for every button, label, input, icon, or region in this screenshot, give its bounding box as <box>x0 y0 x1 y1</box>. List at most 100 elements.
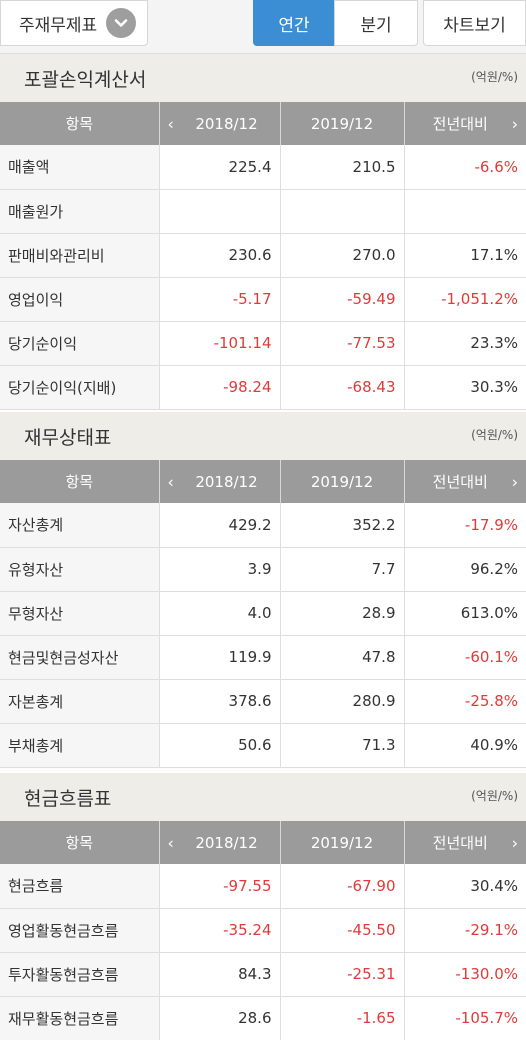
value-cell: 270.0 <box>280 233 405 278</box>
value-cell: 119.9 <box>159 635 281 680</box>
yoy-cell: 96.2% <box>404 547 526 592</box>
section-title: 재무상태표 <box>24 427 112 449</box>
value-cell <box>280 189 405 234</box>
row-label: 판매비와관리비 <box>0 233 160 278</box>
value-cell: -35.24 <box>159 908 281 953</box>
row-label: 무형자산 <box>0 591 160 636</box>
table-header-row: 항목 ‹ 2018/12 2019/12 전년대비 › <box>0 460 526 503</box>
value-cell: 230.6 <box>159 233 281 278</box>
table-row: 무형자산 4.0 28.9 613.0% <box>0 591 526 636</box>
yoy-cell: -105.7% <box>404 996 526 1040</box>
yoy-cell: -17.9% <box>404 503 526 548</box>
row-label: 유형자산 <box>0 547 160 592</box>
row-label: 매출원가 <box>0 189 160 234</box>
chevron-left-icon[interactable]: ‹ <box>167 472 174 491</box>
table-row: 영업이익 -5.17 -59.49 -1,051.2% <box>0 277 526 322</box>
value-cell: -97.55 <box>159 864 281 909</box>
yoy-cell: 23.3% <box>404 321 526 366</box>
value-cell: 28.9 <box>280 591 405 636</box>
yoy-cell: 30.4% <box>404 864 526 909</box>
value-cell: 84.3 <box>159 952 281 997</box>
col-header-item: 항목 <box>0 102 160 145</box>
table-row: 매출원가 <box>0 189 526 234</box>
chevron-left-icon[interactable]: ‹ <box>167 114 174 133</box>
col-header-item: 항목 <box>0 821 160 864</box>
row-label: 투자활동현금흐름 <box>0 952 160 997</box>
col-header-year1: ‹ 2018/12 <box>159 821 281 864</box>
yoy-cell: 30.3% <box>404 365 526 410</box>
unit-label: (억원/%) <box>471 789 518 803</box>
table-row: 투자활동현금흐름 84.3 -25.31 -130.0% <box>0 952 526 997</box>
col-header-yoy: 전년대비 › <box>404 821 526 864</box>
statement-type-label: 주재무제표 <box>19 15 98 36</box>
yoy-cell: -29.1% <box>404 908 526 953</box>
table-row: 현금흐름 -97.55 -67.90 30.4% <box>0 864 526 909</box>
col-header-item: 항목 <box>0 460 160 503</box>
yoy-cell: 613.0% <box>404 591 526 636</box>
value-cell <box>159 189 281 234</box>
value-cell: -98.24 <box>159 365 281 410</box>
table-header-row: 항목 ‹ 2018/12 2019/12 전년대비 › <box>0 821 526 864</box>
value-cell: 3.9 <box>159 547 281 592</box>
row-label: 당기순이익 <box>0 321 160 366</box>
statement-type-select[interactable]: 주재무제표 <box>0 0 148 46</box>
income-statement-table: 항목 ‹ 2018/12 2019/12 전년대비 › 매출액 225.4 210.5-… <box>0 102 526 410</box>
value-cell: -5.17 <box>159 277 281 322</box>
col-header-year2: 2019/12 <box>280 102 405 145</box>
table-row: 유형자산 3.9 7.7 96.2% <box>0 547 526 592</box>
tab-annual[interactable]: 연간 <box>253 0 335 46</box>
row-label: 현금및현금성자산 <box>0 635 160 680</box>
value-cell: 352.2 <box>280 503 405 548</box>
section-header: 포괄손익계산서 (억원/%) <box>0 54 526 102</box>
row-label: 영업활동현금흐름 <box>0 908 160 953</box>
chevron-left-icon[interactable]: ‹ <box>167 833 174 852</box>
yoy-cell: 40.9% <box>404 723 526 768</box>
unit-label: (억원/%) <box>471 428 518 442</box>
col-header-year1: ‹ 2018/12 <box>159 460 281 503</box>
chevron-right-icon[interactable]: › <box>511 833 518 852</box>
table-row: 당기순이익 -101.14 -77.53 23.3% <box>0 321 526 366</box>
yoy-cell: -60.1% <box>404 635 526 680</box>
value-cell: 4.0 <box>159 591 281 636</box>
value-cell: 47.8 <box>280 635 405 680</box>
value-cell: -68.43 <box>280 365 405 410</box>
col-header-year2: 2019/12 <box>280 821 405 864</box>
row-label: 매출액 <box>0 145 160 190</box>
value-cell: 429.2 <box>159 503 281 548</box>
section-header: 재무상태표 (억원/%) <box>0 412 526 460</box>
cash-flow-table: 항목 ‹ 2018/12 2019/12 전년대비 › 현금흐름 -97.55 -67.… <box>0 821 526 1040</box>
value-cell: 378.6 <box>159 679 281 724</box>
table-row: 부채총계 50.6 71.3 40.9% <box>0 723 526 768</box>
value-cell: 71.3 <box>280 723 405 768</box>
yoy-cell: -130.0% <box>404 952 526 997</box>
value-cell: 50.6 <box>159 723 281 768</box>
value-cell: -25.31 <box>280 952 405 997</box>
yoy-cell <box>404 189 526 234</box>
col-header-yoy: 전년대비 › <box>404 102 526 145</box>
row-label: 자산총계 <box>0 503 160 548</box>
row-label: 부채총계 <box>0 723 160 768</box>
section-title: 포괄손익계산서 <box>24 69 147 91</box>
balance-sheet-section: 재무상태표 (억원/%) 항목 ‹ 2018/12 2019/12 전년대비 › 자… <box>0 412 526 768</box>
chevron-right-icon[interactable]: › <box>511 114 518 133</box>
table-row: 재무활동현금흐름 28.6 -1.65 -105.7% <box>0 996 526 1040</box>
row-label: 당기순이익(지배) <box>0 365 160 410</box>
table-row: 영업활동현금흐름 -35.24 -45.50 -29.1% <box>0 908 526 953</box>
chevron-down-icon[interactable] <box>106 8 136 38</box>
value-cell: -59.49 <box>280 277 405 322</box>
table-row: 매출액 225.4 210.5 -6.6% <box>0 145 526 190</box>
value-cell: -77.53 <box>280 321 405 366</box>
value-cell: 210.5 <box>280 145 405 190</box>
chevron-right-icon[interactable]: › <box>511 472 518 491</box>
table-row: 판매비와관리비 230.6 270.0 17.1% <box>0 233 526 278</box>
section-header: 현금흐름표 (억원/%) <box>0 773 526 821</box>
value-cell: 7.7 <box>280 547 405 592</box>
tab-quarterly[interactable]: 분기 <box>334 0 418 46</box>
table-row: 당기순이익(지배) -98.24 -68.43 30.3% <box>0 365 526 410</box>
col-header-year2: 2019/12 <box>280 460 405 503</box>
value-cell: -67.90 <box>280 864 405 909</box>
chart-view-button[interactable]: 차트보기 <box>423 0 526 46</box>
col-header-yoy: 전년대비 › <box>404 460 526 503</box>
row-label: 재무활동현금흐름 <box>0 996 160 1040</box>
yoy-cell: -25.8% <box>404 679 526 724</box>
